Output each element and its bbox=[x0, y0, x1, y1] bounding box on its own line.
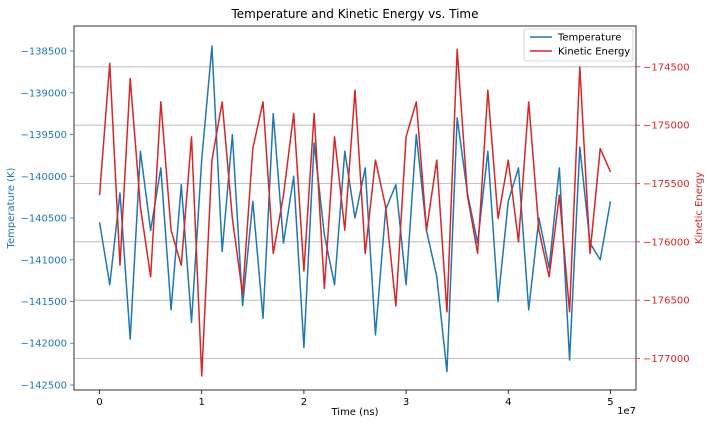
series-layer bbox=[98, 45, 612, 377]
x-tick-label: 1 bbox=[199, 397, 205, 408]
x-tick-label: 4 bbox=[505, 397, 511, 408]
left-y-tick-label: −139000 bbox=[20, 88, 67, 99]
right-y-tick-label: −176500 bbox=[643, 296, 690, 307]
left-y-tick-label: −140500 bbox=[20, 214, 67, 225]
x-tick-label: 3 bbox=[403, 397, 409, 408]
x-axis: 0 1 2 3 4 5 bbox=[96, 390, 614, 408]
x-axis-label: Time (ns) bbox=[330, 407, 378, 418]
right-y-tick-label: −174500 bbox=[643, 62, 690, 73]
x-tick-label: 2 bbox=[301, 397, 307, 408]
plot-frame bbox=[73, 25, 637, 391]
right-y-tick-label: −175000 bbox=[643, 121, 690, 132]
x-axis-offset: 1e7 bbox=[617, 406, 636, 417]
legend-label-kinetic-energy: Kinetic Energy bbox=[558, 47, 630, 58]
series-line-kinetic-energy bbox=[98, 48, 612, 377]
left-y-axis-label: Temperature (K) bbox=[6, 167, 17, 249]
x-tick-label: 0 bbox=[96, 397, 102, 408]
right-y-tick-label: −177000 bbox=[643, 354, 690, 365]
x-tick-label: 5 bbox=[607, 397, 613, 408]
legend-label-temperature: Temperature bbox=[557, 33, 621, 44]
left-y-tick-label: −142500 bbox=[20, 380, 67, 391]
chart-title: Temperature and Kinetic Energy vs. Time bbox=[230, 7, 478, 21]
left-y-tick-label: −138500 bbox=[20, 47, 67, 58]
left-y-tick-label: −142000 bbox=[20, 339, 67, 350]
left-y-tick-label: −139500 bbox=[20, 130, 67, 141]
right-y-axis: −177000 −176500 −176000 −175500 −175000 −1745… bbox=[636, 62, 690, 365]
right-y-axis-label: Kinetic Energy bbox=[694, 172, 705, 244]
left-y-tick-label: −140000 bbox=[20, 172, 67, 183]
right-y-tick-label: −175500 bbox=[643, 179, 690, 190]
left-y-tick-label: −141000 bbox=[20, 255, 67, 266]
right-y-tick-label: −176000 bbox=[643, 237, 690, 248]
left-y-tick-label: −141500 bbox=[20, 297, 67, 308]
legend: Temperature Kinetic Energy bbox=[523, 28, 634, 62]
left-y-axis: −142500 −142000 −141500 −141000 −140500 −1400… bbox=[20, 47, 74, 391]
